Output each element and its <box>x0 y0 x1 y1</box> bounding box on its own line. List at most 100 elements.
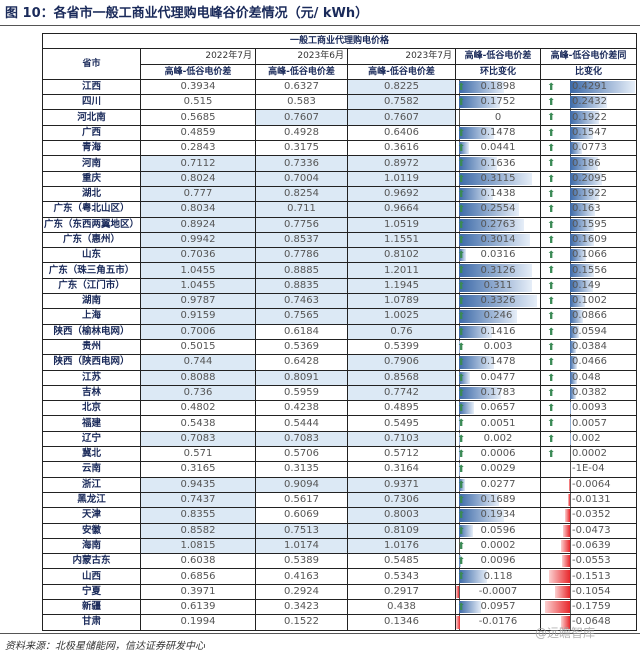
mom-change-cell-value: 0.1438 <box>480 188 516 200</box>
value-2022-07-value: 0.3934 <box>180 81 216 93</box>
yoy-change-cell-value: 0.1556 <box>572 264 607 276</box>
value-2022-07: 0.9942 <box>140 231 256 249</box>
arrow-up-icon: ⬆ <box>547 250 556 262</box>
province-cell-value: 广东（江门市） <box>58 279 125 291</box>
subheader-2022-07: 高峰-低谷电价差 <box>140 63 256 80</box>
mom-bar <box>459 80 504 94</box>
yoy-bar <box>570 310 584 323</box>
yoy-change-cell-value: -0.1759 <box>572 601 611 613</box>
yoy-bar <box>570 402 572 415</box>
value-2023-06: 0.8885 <box>255 262 348 279</box>
value-2022-07: 0.3971 <box>140 583 256 600</box>
province-cell-value: 湖北 <box>81 188 101 200</box>
value-2023-07-value: 1.0519 <box>384 218 419 230</box>
value-2022-07: 0.9159 <box>140 308 256 325</box>
mom-axis <box>459 432 460 446</box>
value-2022-07-value: 0.9435 <box>180 478 216 490</box>
yoy-change-cell-value: 0.0594 <box>572 325 607 337</box>
arrow-up-icon: ⬆ <box>547 403 556 415</box>
value-2023-07-value: 0.7607 <box>384 111 419 123</box>
yoy-change-cell: 0.4291 ⬆ <box>539 78 638 96</box>
header-mom-2: 环比变化 <box>455 63 541 80</box>
yoy-change-cell: 0.1556 ⬆ <box>539 262 638 279</box>
mom-change-cell-value: 0.002 <box>483 432 513 444</box>
mom-change-cell: 0.0316 ⬆ <box>455 247 541 264</box>
value-2023-07-value: 1.0025 <box>384 310 419 322</box>
value-2023-07: 0.5485 <box>347 553 456 570</box>
table-row: 北京 0.4802 0.4238 0.4895 0.0657 ⬆ 0.0093 ⬆ <box>42 400 638 417</box>
province-cell-value: 广东（惠州） <box>62 234 120 245</box>
value-2022-07-value: 0.7083 <box>180 432 216 444</box>
value-2022-07-value: 1.0815 <box>180 539 216 551</box>
mom-bar <box>459 371 471 384</box>
province-cell: 海南 <box>42 537 141 555</box>
value-2023-07-value: 0.8568 <box>384 371 419 383</box>
yoy-change-cell-value: 0.2095 <box>572 172 607 184</box>
value-2023-06: 0.5617 <box>255 491 348 509</box>
value-2023-06: 0.4928 <box>255 124 348 142</box>
value-2023-07: 0.7306 <box>347 491 456 509</box>
mom-change-cell-value: 0.0002 <box>480 539 516 551</box>
mom-change-cell-value: 0.3014 <box>480 234 516 245</box>
value-2023-06-value: 0.7786 <box>284 249 319 261</box>
value-2023-07-value: 0.2917 <box>384 585 419 597</box>
mom-change-cell-value: 0.1478 <box>480 356 516 368</box>
yoy-change-cell: -1E-04 <box>539 461 638 478</box>
table-row: 广东（东西两翼地区） 0.8924 0.7756 1.0519 0.2763 ⬆ 0.159… <box>42 216 638 233</box>
province-cell-value: 新疆 <box>81 601 101 613</box>
value-2023-06: 0.4238 <box>255 400 348 417</box>
value-2022-07: 0.2843 <box>140 140 256 157</box>
mom-bar <box>459 126 494 140</box>
value-2023-06-value: 0.711 <box>287 203 316 215</box>
mom-change-cell: 0.1783 ⬆ <box>455 384 541 402</box>
value-2022-07-value: 1.0455 <box>180 279 216 291</box>
mom-change-cell-value: 0.1934 <box>480 509 516 521</box>
yoy-change-cell: 0.0594 ⬆ <box>539 323 638 340</box>
arrow-up-icon: ⬆ <box>547 280 556 292</box>
province-cell-value: 辽宁 <box>81 432 101 444</box>
mom-change-cell: 0.0596 ⬆ <box>455 522 541 539</box>
mom-bar <box>459 325 493 338</box>
province-cell-value: 广东（珠三角五市） <box>48 264 135 276</box>
mom-change-cell-value: 0.003 <box>483 341 513 353</box>
mom-bar <box>459 570 487 583</box>
value-2023-06: 0.4163 <box>255 568 348 585</box>
table-row: 黑龙江 0.7437 0.5617 0.7306 0.1689 ⬆ -0.0131 <box>42 491 638 509</box>
arrow-up-icon: ⬆ <box>457 265 466 277</box>
mom-bar <box>459 264 533 277</box>
yoy-change-cell-value: 0.1922 <box>572 188 607 200</box>
mom-bar <box>459 356 494 369</box>
arrow-up-icon: ⬆ <box>547 418 556 430</box>
value-2023-06-value: 0.7565 <box>284 310 319 322</box>
yoy-change-cell-value: 0.186 <box>572 157 601 169</box>
value-2023-06-value: 0.6327 <box>284 81 319 93</box>
arrow-up-icon: ⬆ <box>547 265 556 277</box>
value-2023-07-value: 0.9371 <box>384 478 419 490</box>
yoy-change-cell-value: 0.1547 <box>572 126 607 138</box>
mom-bar <box>459 478 466 491</box>
mom-change-cell: 0.1752 ⬆ <box>455 94 541 111</box>
value-2023-07-value: 0.76 <box>390 325 413 337</box>
yoy-axis <box>570 493 571 507</box>
arrow-up-icon: ⬆ <box>547 158 556 170</box>
mom-change-cell: 0.3126 ⬆ <box>455 262 541 279</box>
value-2022-07-value: 0.1994 <box>180 616 216 628</box>
value-2023-06: 0.7083 <box>255 430 348 448</box>
arrow-up-icon: ⬆ <box>457 341 466 353</box>
table-row: 贵州 0.5015 0.5369 0.5399 0.003 ⬆ 0.0384 ⬆ <box>42 338 638 356</box>
table-row: 广西 0.4859 0.4928 0.6406 0.1478 ⬆ 0.1547 ⬆ <box>42 124 638 142</box>
table-row: 山西 0.6856 0.4163 0.5343 0.118 ⬆ -0.1513 <box>42 568 638 585</box>
mom-change-cell: 0.0277 ⬆ <box>455 476 541 493</box>
province-cell: 河南 <box>42 155 141 172</box>
yoy-change-cell: 0.0466 ⬆ <box>539 354 638 371</box>
value-2023-06: 0.7756 <box>255 216 348 233</box>
yoy-axis <box>570 447 571 461</box>
arrow-up-icon: ⬆ <box>547 204 556 216</box>
value-2023-07-value: 0.9664 <box>384 203 419 215</box>
table-row: 广东（珠三角五市） 1.0455 0.8885 1.2011 0.3126 ⬆ 0.1556… <box>42 262 638 279</box>
value-2023-06: 0.5706 <box>255 446 348 463</box>
mom-change-cell-value: 0.0277 <box>480 478 516 490</box>
province-cell-value: 海南 <box>81 539 101 551</box>
value-2023-07: 0.3164 <box>347 461 456 478</box>
value-2023-06: 0.583 <box>255 94 348 111</box>
